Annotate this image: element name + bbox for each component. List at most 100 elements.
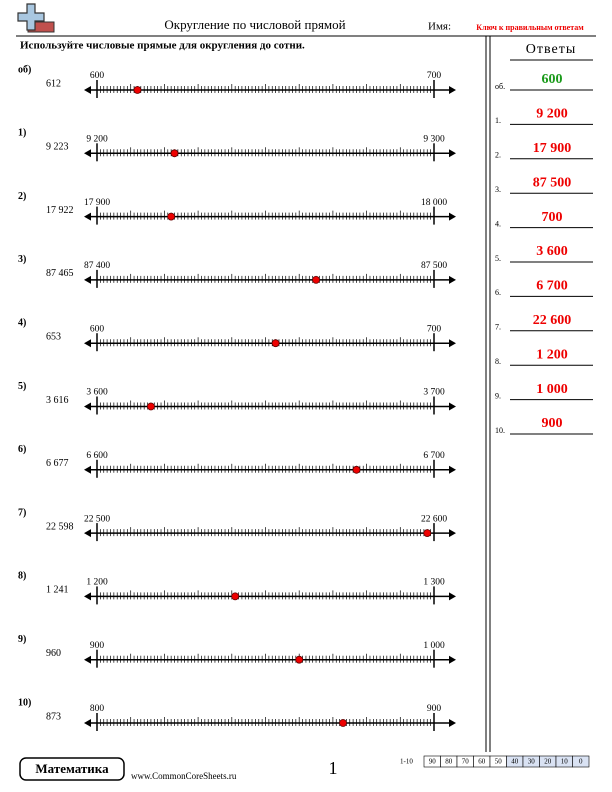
point bbox=[271, 339, 280, 348]
point bbox=[231, 592, 240, 601]
problem-label: 5) bbox=[18, 381, 26, 392]
answer-label: 2. bbox=[495, 151, 501, 160]
problem-number: 612 bbox=[46, 78, 61, 89]
arrow-right bbox=[449, 592, 456, 601]
end-label: 6 700 bbox=[423, 451, 445, 461]
start-label: 600 bbox=[90, 324, 105, 334]
problem-number: 3 616 bbox=[46, 395, 69, 406]
problem-label: об) bbox=[18, 64, 31, 75]
arrow-right bbox=[449, 339, 456, 348]
point bbox=[312, 275, 320, 284]
site: www.CommonCoreSheets.ru bbox=[131, 771, 237, 781]
title: Округление по числовой прямой bbox=[164, 17, 345, 32]
arrow-left bbox=[84, 592, 91, 601]
name-label: Имя: bbox=[428, 21, 451, 33]
problem-number: 6 677 bbox=[46, 458, 69, 469]
end-label: 1 000 bbox=[423, 641, 445, 651]
problem-number: 22 598 bbox=[46, 521, 74, 532]
end-label: 700 bbox=[427, 324, 442, 334]
problem-label: 9) bbox=[18, 634, 26, 645]
arrow-right bbox=[449, 719, 456, 727]
problem-label: 6) bbox=[18, 444, 26, 455]
problem-label: 7) bbox=[18, 507, 26, 518]
problem-number: 960 bbox=[46, 648, 61, 659]
problem-number: 17 922 bbox=[46, 205, 74, 216]
point bbox=[295, 655, 304, 664]
problem-number: 1 241 bbox=[46, 585, 69, 596]
arrow-left bbox=[84, 402, 91, 411]
answer-label: 1. bbox=[495, 116, 501, 125]
answer-value: 22 600 bbox=[533, 313, 572, 328]
problem-label: 1) bbox=[18, 128, 26, 139]
score-label: 1-10 bbox=[400, 758, 413, 766]
arrow-left bbox=[84, 339, 91, 348]
end-label: 900 bbox=[427, 704, 442, 714]
point bbox=[170, 149, 179, 158]
arrow-left bbox=[84, 86, 91, 94]
page-number: 1 bbox=[329, 758, 338, 778]
problem-label: 10) bbox=[18, 697, 31, 708]
score-value: 90 bbox=[429, 758, 437, 766]
point bbox=[339, 719, 347, 727]
arrow-right bbox=[449, 655, 456, 664]
end-label: 87 500 bbox=[421, 261, 447, 271]
problem-label: 4) bbox=[18, 317, 26, 328]
start-label: 87 400 bbox=[84, 261, 110, 271]
start-label: 600 bbox=[90, 71, 105, 81]
point bbox=[167, 212, 176, 221]
arrow-left bbox=[84, 212, 91, 221]
answer-label: 6. bbox=[495, 288, 501, 297]
arrow-right bbox=[449, 212, 456, 221]
score-value: 80 bbox=[445, 758, 453, 766]
answer-label: 4. bbox=[495, 219, 501, 228]
answer-value: 900 bbox=[542, 416, 563, 431]
score-value: 10 bbox=[561, 758, 569, 766]
arrow-right bbox=[449, 149, 456, 158]
score-value: 60 bbox=[478, 758, 486, 766]
score-value: 30 bbox=[528, 758, 536, 766]
brand: Математика bbox=[35, 761, 109, 776]
problem-number: 87 465 bbox=[46, 268, 74, 279]
answer-value: 9 200 bbox=[536, 107, 568, 122]
arrow-left bbox=[84, 719, 91, 727]
arrow-right bbox=[449, 86, 456, 94]
problem-label: 8) bbox=[18, 571, 26, 582]
answer-label: об. bbox=[495, 82, 505, 91]
arrow-left bbox=[84, 465, 91, 474]
arrow-left bbox=[84, 149, 91, 158]
end-label: 1 300 bbox=[423, 578, 445, 588]
start-label: 22 500 bbox=[84, 514, 110, 524]
end-label: 9 300 bbox=[423, 134, 445, 144]
arrow-right bbox=[449, 529, 456, 538]
problem-label: 3) bbox=[18, 254, 26, 265]
answer-label: 10. bbox=[495, 426, 505, 435]
score-value: 70 bbox=[462, 758, 470, 766]
point bbox=[147, 402, 155, 411]
start-label: 900 bbox=[90, 641, 105, 651]
point bbox=[423, 529, 432, 537]
score-value: 40 bbox=[511, 758, 519, 766]
score-cell bbox=[572, 755, 590, 768]
start-label: 1 200 bbox=[86, 578, 108, 588]
answer-label: 5. bbox=[495, 254, 501, 263]
answer-value: 17 900 bbox=[533, 141, 572, 156]
answer-value: 6 700 bbox=[536, 279, 568, 294]
problem-number: 653 bbox=[46, 331, 61, 342]
score-value: 0 bbox=[579, 758, 583, 766]
start-label: 6 600 bbox=[86, 451, 108, 461]
answer-value: 3 600 bbox=[536, 244, 568, 259]
instructions: Используйте числовые прямые для округлен… bbox=[20, 40, 305, 52]
end-label: 3 700 bbox=[423, 388, 445, 398]
score-value: 20 bbox=[544, 758, 552, 766]
answer-label: 8. bbox=[495, 357, 501, 366]
start-label: 800 bbox=[90, 704, 105, 714]
point bbox=[133, 86, 142, 94]
answers-title: Ответы bbox=[526, 42, 577, 57]
end-label: 22 600 bbox=[421, 514, 447, 524]
point bbox=[352, 465, 361, 474]
problem-label: 2) bbox=[18, 191, 26, 202]
answer-value: 700 bbox=[542, 210, 563, 225]
answer-value: 600 bbox=[542, 72, 563, 87]
end-label: 18 000 bbox=[421, 198, 447, 208]
arrow-right bbox=[449, 275, 456, 284]
